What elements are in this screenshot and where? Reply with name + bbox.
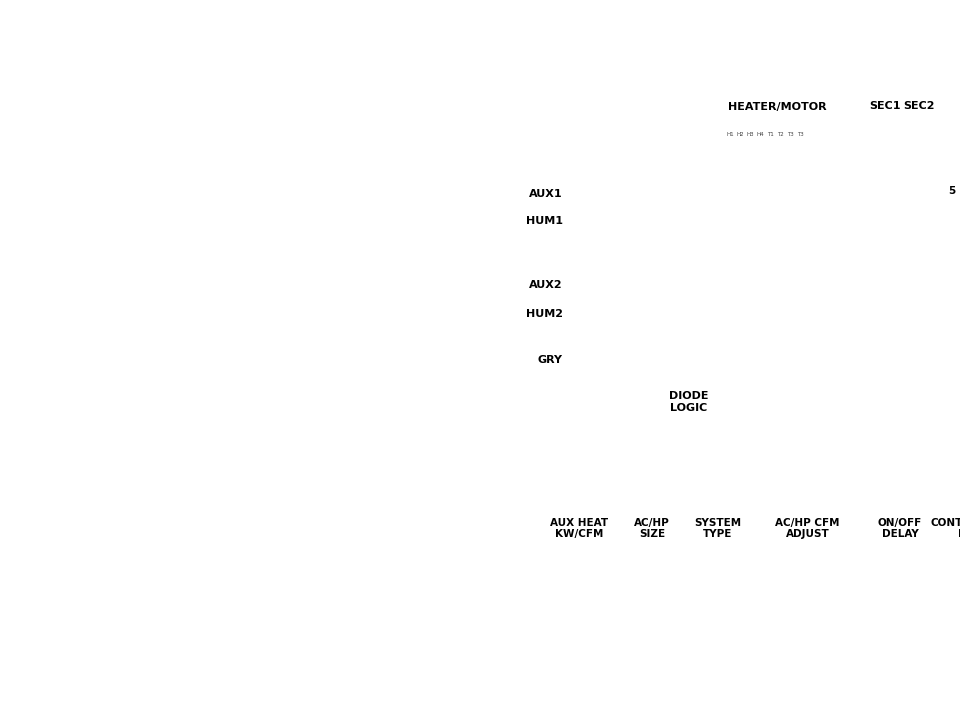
- Bar: [569, 355, 585, 365]
- Bar: [912, 115, 926, 132]
- Bar: [569, 309, 585, 318]
- Circle shape: [778, 372, 783, 378]
- Text: HEATER/MOTOR: HEATER/MOTOR: [728, 102, 827, 112]
- Circle shape: [738, 192, 743, 197]
- Circle shape: [748, 282, 754, 288]
- Circle shape: [728, 192, 733, 197]
- Text: T2: T2: [778, 132, 784, 137]
- Text: AUX2: AUX2: [529, 280, 563, 290]
- Circle shape: [768, 370, 774, 376]
- Circle shape: [956, 198, 960, 203]
- Text: H3: H3: [747, 132, 755, 137]
- Text: HUM2: HUM2: [526, 309, 563, 318]
- Text: HUM1: HUM1: [526, 216, 563, 226]
- Text: ON/OFF
DELAY: ON/OFF DELAY: [878, 518, 923, 539]
- Circle shape: [748, 311, 754, 316]
- Circle shape: [758, 326, 763, 332]
- Bar: [719, 116, 834, 131]
- Bar: [569, 189, 585, 199]
- Text: SEC2: SEC2: [903, 101, 935, 111]
- Text: AUX HEAT
KW/CFM: AUX HEAT KW/CFM: [550, 518, 608, 539]
- Text: AUX1: AUX1: [529, 189, 563, 199]
- Text: 5 AMP: 5 AMP: [949, 186, 960, 197]
- Text: AC/HP
SIZE: AC/HP SIZE: [635, 518, 670, 539]
- Circle shape: [632, 192, 637, 197]
- Bar: [660, 385, 716, 419]
- Text: T3: T3: [787, 132, 794, 137]
- Text: DIODE: DIODE: [668, 391, 708, 401]
- Circle shape: [616, 282, 622, 288]
- Circle shape: [609, 192, 614, 197]
- Circle shape: [768, 357, 774, 362]
- Bar: [569, 216, 585, 226]
- Text: T3: T3: [798, 132, 804, 137]
- Text: CONTINUOUS
FAN: CONTINUOUS FAN: [930, 518, 960, 539]
- Bar: [569, 280, 585, 290]
- Circle shape: [758, 311, 763, 316]
- Circle shape: [921, 413, 925, 418]
- Bar: [516, 137, 960, 598]
- Bar: [877, 115, 892, 132]
- Circle shape: [921, 372, 925, 378]
- Circle shape: [685, 488, 691, 493]
- Circle shape: [738, 239, 743, 245]
- Text: T1: T1: [767, 132, 774, 137]
- Circle shape: [728, 161, 733, 166]
- Text: H4: H4: [756, 132, 764, 137]
- Text: LOGIC: LOGIC: [670, 403, 707, 413]
- Text: GRY: GRY: [538, 355, 563, 365]
- Text: AC/HP CFM
ADJUST: AC/HP CFM ADJUST: [776, 518, 840, 539]
- Text: SYSTEM
TYPE: SYSTEM TYPE: [694, 518, 741, 539]
- Text: H2: H2: [737, 132, 745, 137]
- Text: H1: H1: [727, 132, 734, 137]
- Text: SEC1: SEC1: [869, 101, 900, 111]
